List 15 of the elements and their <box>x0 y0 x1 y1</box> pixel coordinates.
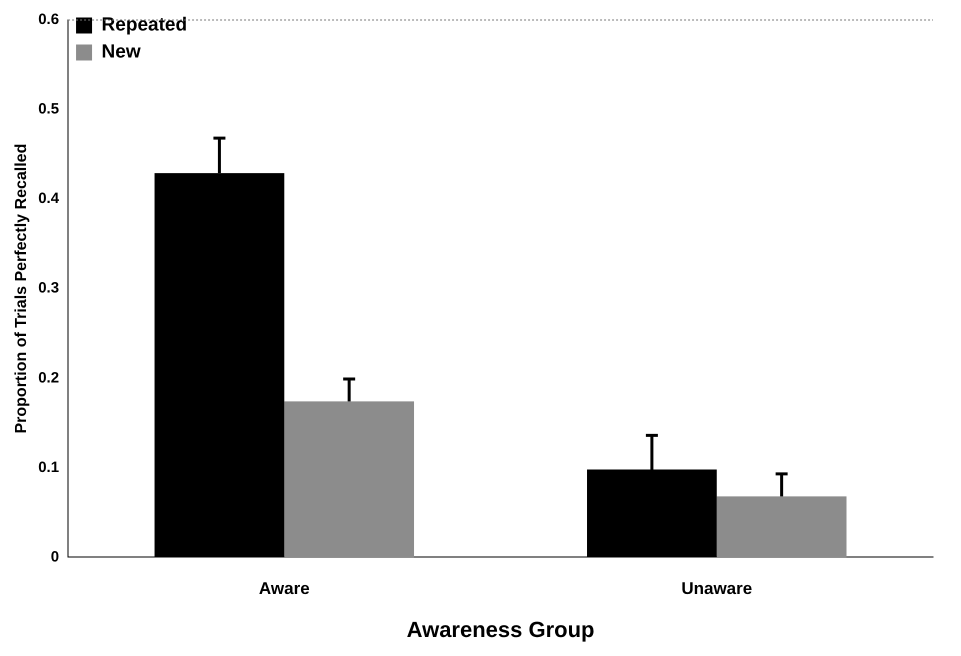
x-tick-label: Aware <box>258 579 310 598</box>
y-axis-title: Proportion of Trials Perfectly Recalled <box>13 144 30 434</box>
y-tick-label: 0.4 <box>38 190 60 208</box>
bar <box>284 401 414 558</box>
x-axis-title: Awareness Group <box>406 616 594 642</box>
legend-label: Repeated <box>102 14 188 36</box>
y-tick-label: 0.5 <box>38 100 60 118</box>
y-tick-label: 0.2 <box>38 369 60 386</box>
y-tick-label: 0.1 <box>38 458 60 476</box>
y-tick-label: 0.3 <box>38 280 60 297</box>
y-tick-label: 0.6 <box>38 11 60 28</box>
legend-label: New <box>102 42 141 63</box>
bar <box>716 496 847 558</box>
x-tick-label: Unaware <box>681 579 752 598</box>
y-tick-label: 0 <box>50 548 60 566</box>
